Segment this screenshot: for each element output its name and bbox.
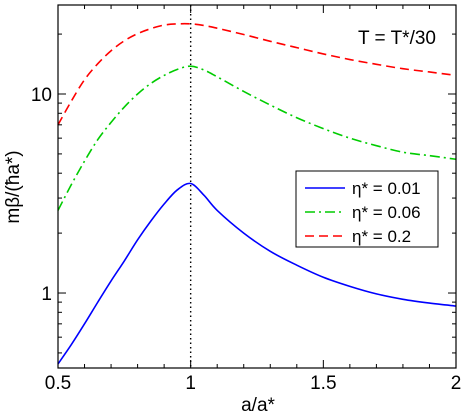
legend-label-1: η* = 0.06 — [352, 203, 421, 222]
y-tick-label: 1 — [41, 284, 52, 305]
x-tick-label: 2 — [451, 373, 462, 394]
series-line-2 — [57, 22, 457, 126]
x-tick-label: 1.5 — [310, 373, 336, 394]
legend-box — [295, 170, 439, 248]
temperature-annotation: T = T*/30 — [358, 28, 436, 49]
y-tick-label: 10 — [31, 85, 52, 106]
plot-frame — [57, 4, 457, 369]
frame-layer: 0.5 1 1.5 2 1 10 — [31, 4, 462, 394]
series-line-1 — [57, 65, 457, 211]
legend: η* = 0.01 η* = 0.06 η* = 0.2 — [295, 170, 439, 248]
x-tick-label: 0.5 — [45, 373, 71, 394]
x-axis-title: a/a* — [241, 395, 275, 416]
x-tick-label: 1 — [185, 373, 196, 394]
legend-label-2: η* = 0.2 — [352, 227, 411, 246]
legend-label-0: η* = 0.01 — [352, 179, 421, 198]
plot-layer — [57, 5, 457, 368]
series-line-0 — [57, 182, 457, 365]
y-axis-title: mβ/(ħa*) — [3, 150, 24, 223]
